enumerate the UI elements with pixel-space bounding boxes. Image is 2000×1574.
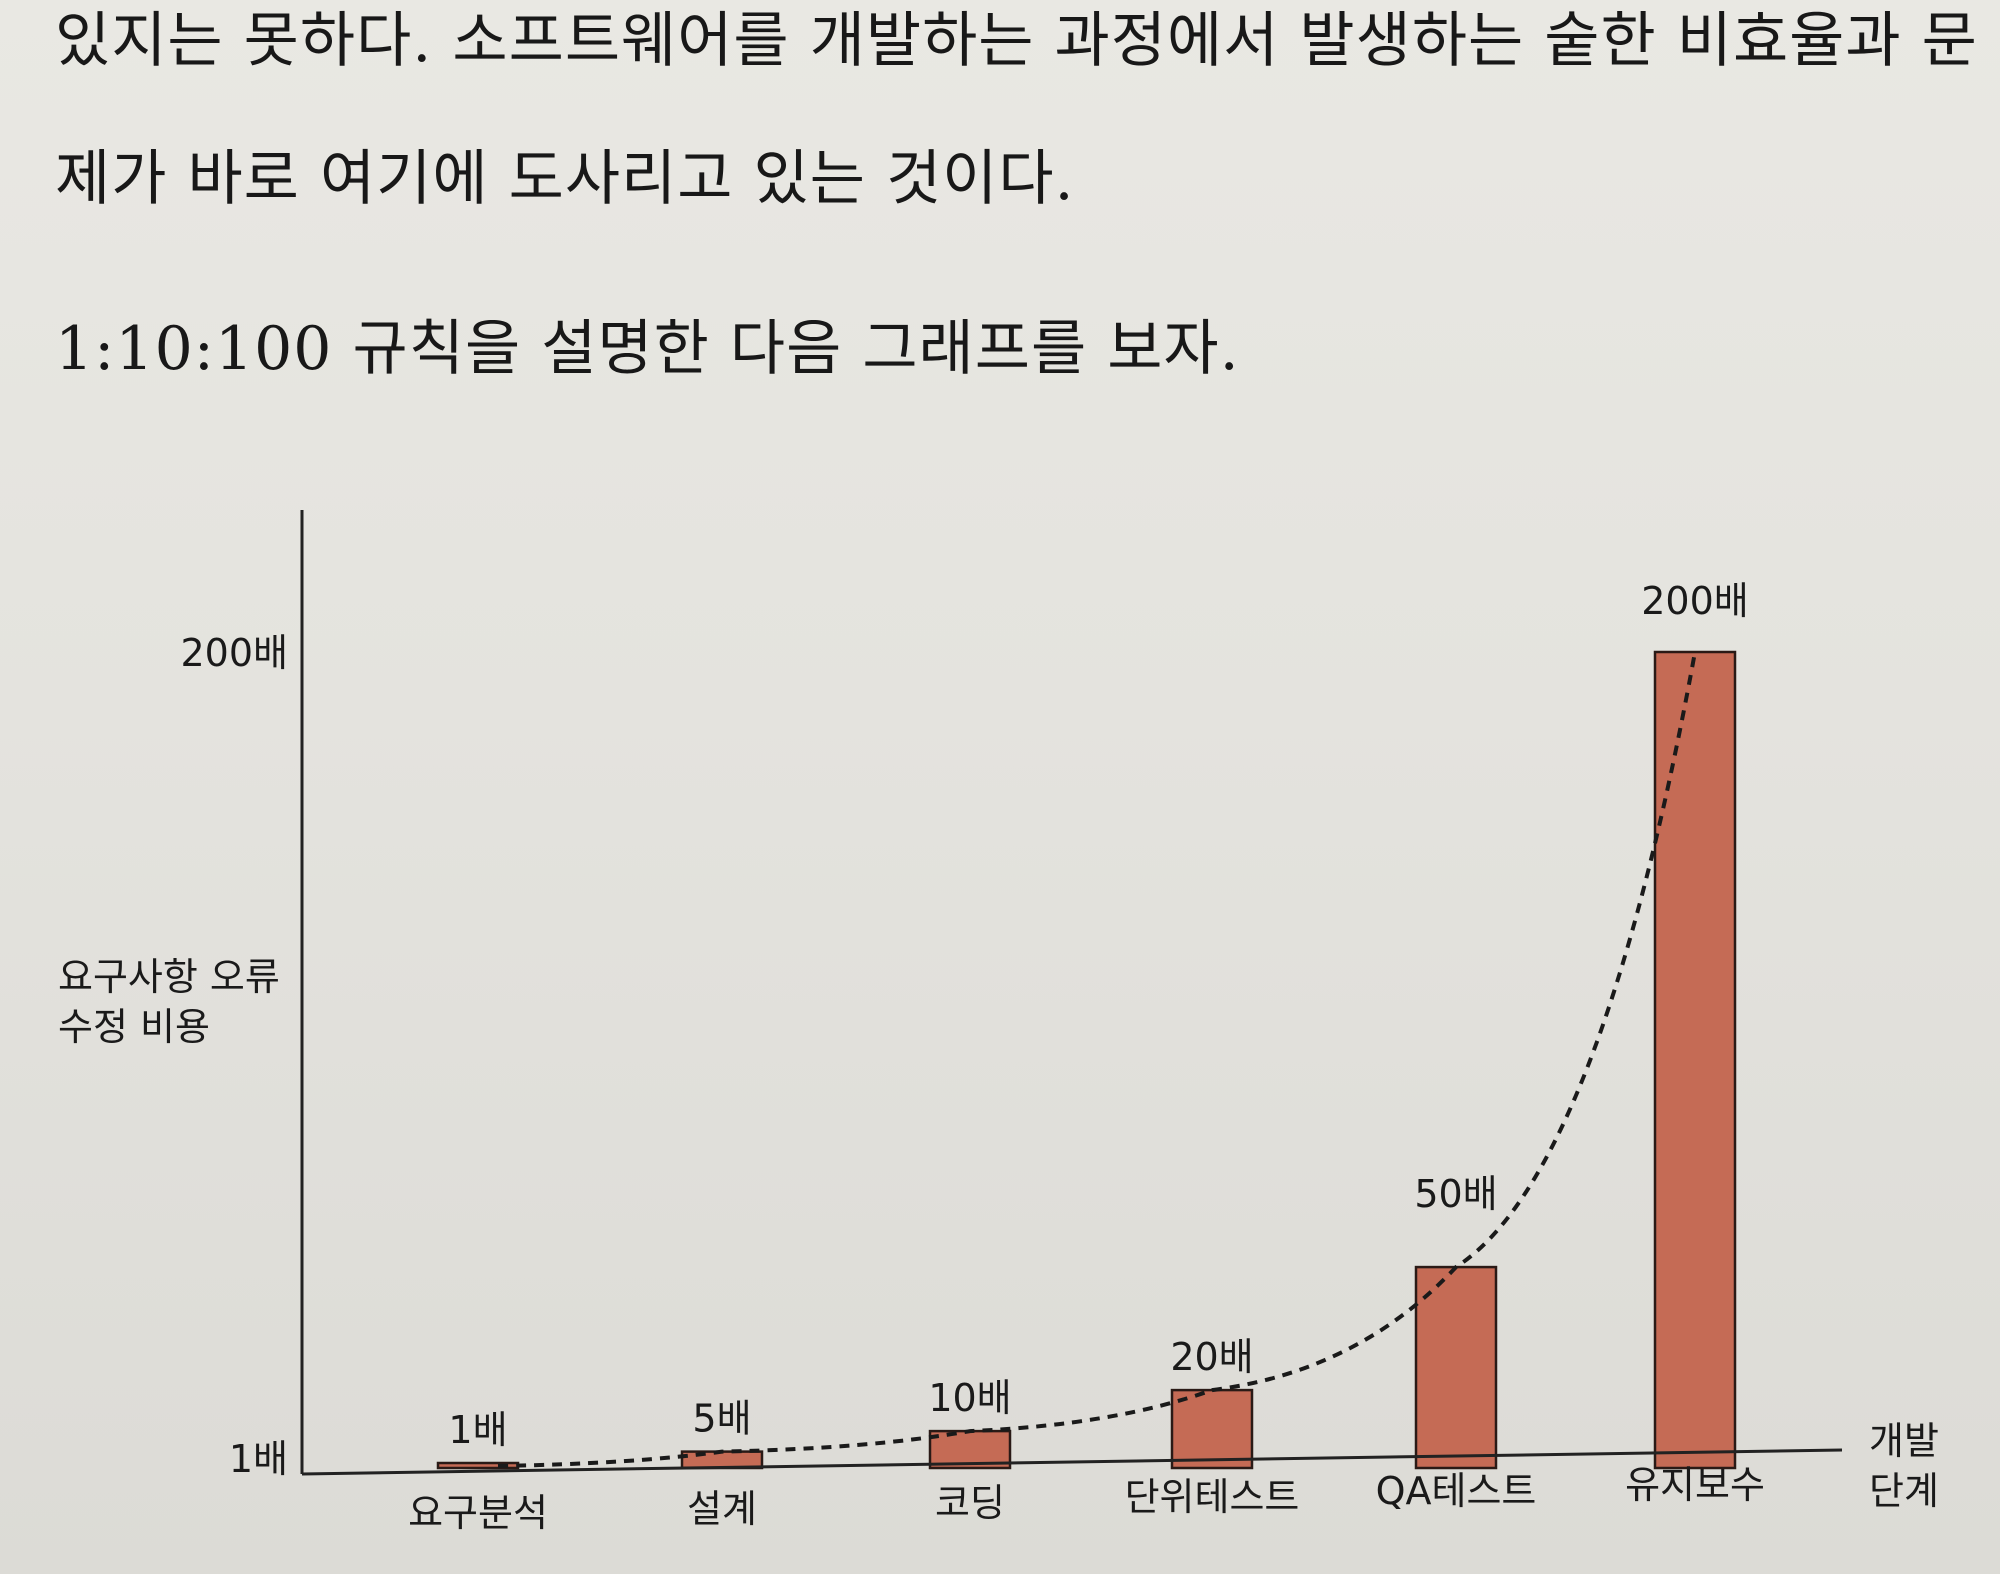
category-label: 유지보수	[1625, 1463, 1765, 1507]
bar	[1414, 1265, 1498, 1470]
data-label: 50배	[1414, 1172, 1497, 1216]
x-axis	[301, 1448, 1843, 1476]
category-label: QA테스트	[1376, 1469, 1537, 1513]
trend-line	[497, 651, 1697, 1468]
y-tick-label: 1배	[229, 1437, 288, 1481]
x-axis-title: 개발	[1869, 1419, 1939, 1463]
category-label: 단위테스트	[1125, 1475, 1300, 1519]
body-text-line: 1:10:100 규칙을 설명한 다음 그래프를 보자.	[55, 314, 1240, 384]
data-label: 1배	[448, 1408, 507, 1452]
x-axis-title: 단계	[1869, 1469, 1939, 1513]
data-label: 5배	[692, 1397, 751, 1441]
bar	[1170, 1388, 1254, 1470]
data-label: 10배	[928, 1376, 1011, 1420]
data-label: 200배	[1641, 579, 1749, 623]
y-tick-label: 200배	[181, 631, 289, 675]
category-label: 요구분석	[408, 1491, 548, 1535]
bar	[1653, 650, 1737, 1470]
body-text-line: 있지는 못하다. 소프트웨어를 개발하는 과정에서 발생하는 숱한 비효율과 문	[55, 6, 1978, 76]
y-axis-title: 요구사항 오류	[58, 955, 280, 999]
category-label: 코딩	[935, 1481, 1005, 1525]
body-text-line: 제가 바로 여기에 도사리고 있는 것이다.	[55, 144, 1075, 214]
y-axis-title: 수정 비용	[58, 1005, 210, 1049]
category-label: 설계	[687, 1487, 757, 1531]
data-label: 20배	[1170, 1335, 1253, 1379]
